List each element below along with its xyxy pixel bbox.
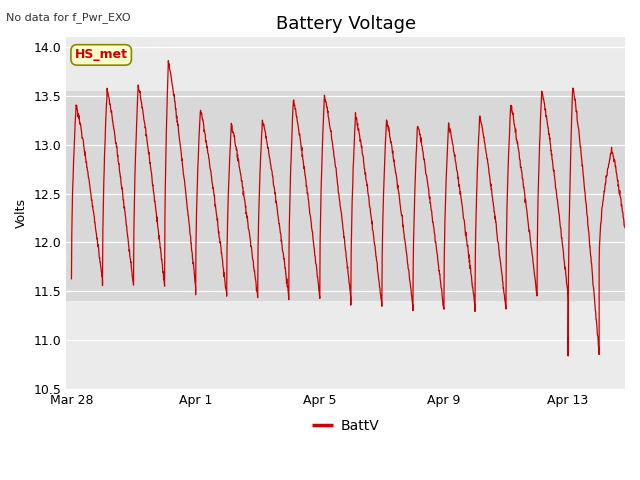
- Bar: [67, 91, 625, 301]
- Text: No data for f_Pwr_EXO: No data for f_Pwr_EXO: [6, 12, 131, 23]
- Title: Battery Voltage: Battery Voltage: [276, 15, 416, 33]
- Y-axis label: Volts: Volts: [15, 198, 28, 228]
- Legend: BattV: BattV: [307, 413, 385, 438]
- Text: HS_met: HS_met: [75, 48, 127, 61]
